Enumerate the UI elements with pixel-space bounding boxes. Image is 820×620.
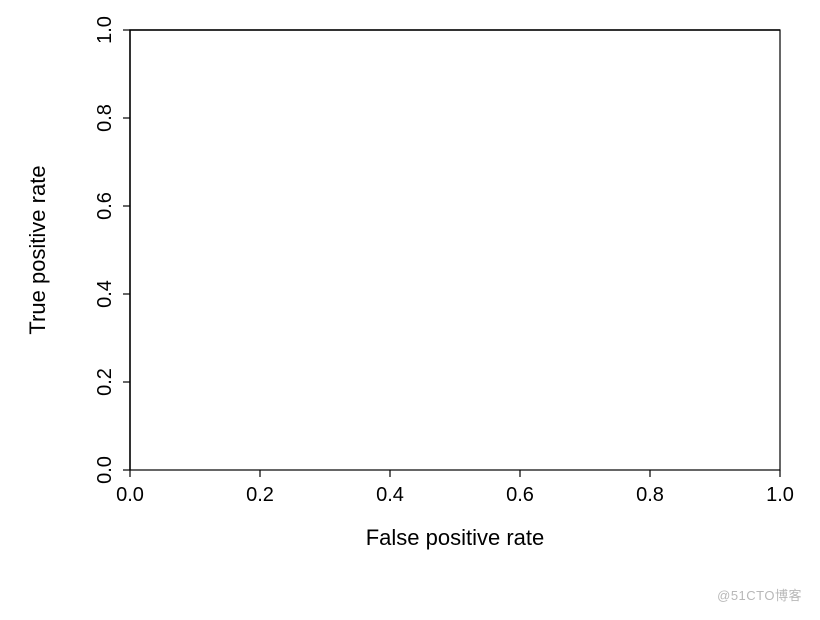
- x-tick-label: 0.2: [246, 484, 274, 506]
- y-tick-label: 0.0: [94, 456, 116, 484]
- y-axis-label: True positive rate: [25, 165, 50, 334]
- x-tick-label: 0.4: [376, 484, 404, 506]
- y-tick-label: 0.6: [94, 192, 116, 220]
- x-tick-label: 0.0: [116, 484, 144, 506]
- y-tick-label: 0.4: [94, 280, 116, 308]
- y-tick-label: 0.2: [94, 368, 116, 396]
- y-tick-label: 0.8: [94, 104, 116, 132]
- plot-box: [130, 30, 780, 470]
- x-tick-label: 0.6: [506, 484, 534, 506]
- x-tick-label: 1.0: [766, 484, 794, 506]
- roc-curve: [130, 30, 780, 470]
- x-tick-label: 0.8: [636, 484, 664, 506]
- chart-svg: 0.0 0.2 0.4 0.6 0.8 1.0 0.0 0.2 0.4 0.6 0.8 1.0 Fals…: [0, 0, 820, 620]
- watermark: @51CTO博客: [717, 585, 802, 604]
- y-tick-label: 1.0: [94, 16, 116, 44]
- x-axis-label: False positive rate: [366, 525, 545, 550]
- roc-chart: 0.0 0.2 0.4 0.6 0.8 1.0 0.0 0.2 0.4 0.6 0.8 1.0 Fals…: [0, 0, 820, 620]
